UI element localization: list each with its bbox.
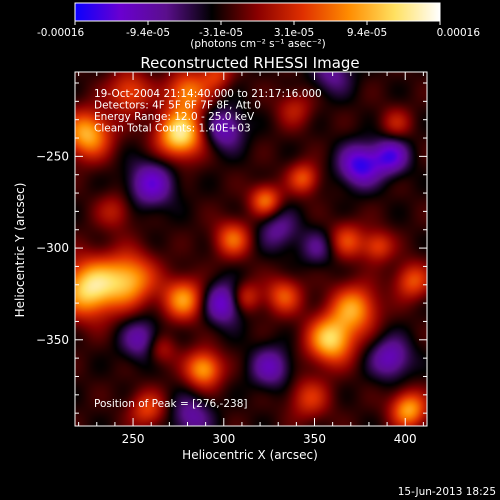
annotation-line: Clean Total Counts: 1.40E+03: [94, 123, 251, 135]
colorbar-ticks: [74, 21, 441, 25]
annotation-line: 19-Oct-2004 21:14:40.000 to 21:17:16.000: [94, 88, 322, 100]
colorbar-tick-label: -9.4e-05: [126, 27, 170, 39]
x-tick-label: 350: [303, 432, 326, 446]
colorbar-units-label: (photons cm⁻² s⁻¹ asec⁻²): [190, 38, 325, 50]
colorbar-tick-label: 3.1e-05: [274, 27, 314, 39]
y-tick-label: −350: [36, 333, 69, 347]
y-tick-label: −250: [36, 149, 69, 163]
y-axis-tick-labels: −250 −300 −350: [36, 149, 69, 346]
x-axis-tick-labels: 250 300 350 400: [122, 432, 417, 446]
annotation-line: Detectors: 4F 5F 6F 7F 8F, Att 0: [94, 100, 261, 112]
annotation-line: Energy Range: 12.0 - 25.0 keV: [94, 111, 255, 123]
footer-timestamp: 15-Jun-2013 18:25: [398, 486, 496, 498]
heatmap-canvas: [75, 72, 427, 426]
y-axis-ticks: [75, 82, 427, 414]
colorbar-tick-label: -3.1e-05: [199, 27, 243, 39]
x-tick-label: 250: [122, 432, 145, 446]
plot-frame: [74, 71, 428, 427]
chart-title: Reconstructed RHESSI Image: [140, 54, 359, 72]
colorbar-tick-label: 9.4e-05: [347, 27, 387, 39]
colorbar-tick-label: -0.00016: [37, 27, 85, 39]
x-axis-ticks: [78, 72, 424, 426]
annotation-block: 19-Oct-2004 21:14:40.000 to 21:17:16.000…: [94, 88, 322, 135]
heatmap-wrapper: [75, 72, 427, 426]
y-axis-label: Heliocentric Y (arcsec): [13, 183, 27, 318]
y-tick-label: −300: [36, 241, 69, 255]
x-tick-label: 400: [394, 432, 417, 446]
x-axis-label: Heliocentric X (arcsec): [182, 448, 318, 462]
x-tick-label: 300: [212, 432, 235, 446]
colorbar-tick-label: 0.00016: [437, 27, 481, 39]
peak-position-label: Position of Peak = [276,-238]: [94, 398, 248, 410]
colorbar: [74, 2, 441, 22]
colorbar-tick-labels: -0.00016 -9.4e-05 -3.1e-05 3.1e-05 9.4e-05 0.…: [37, 27, 480, 39]
